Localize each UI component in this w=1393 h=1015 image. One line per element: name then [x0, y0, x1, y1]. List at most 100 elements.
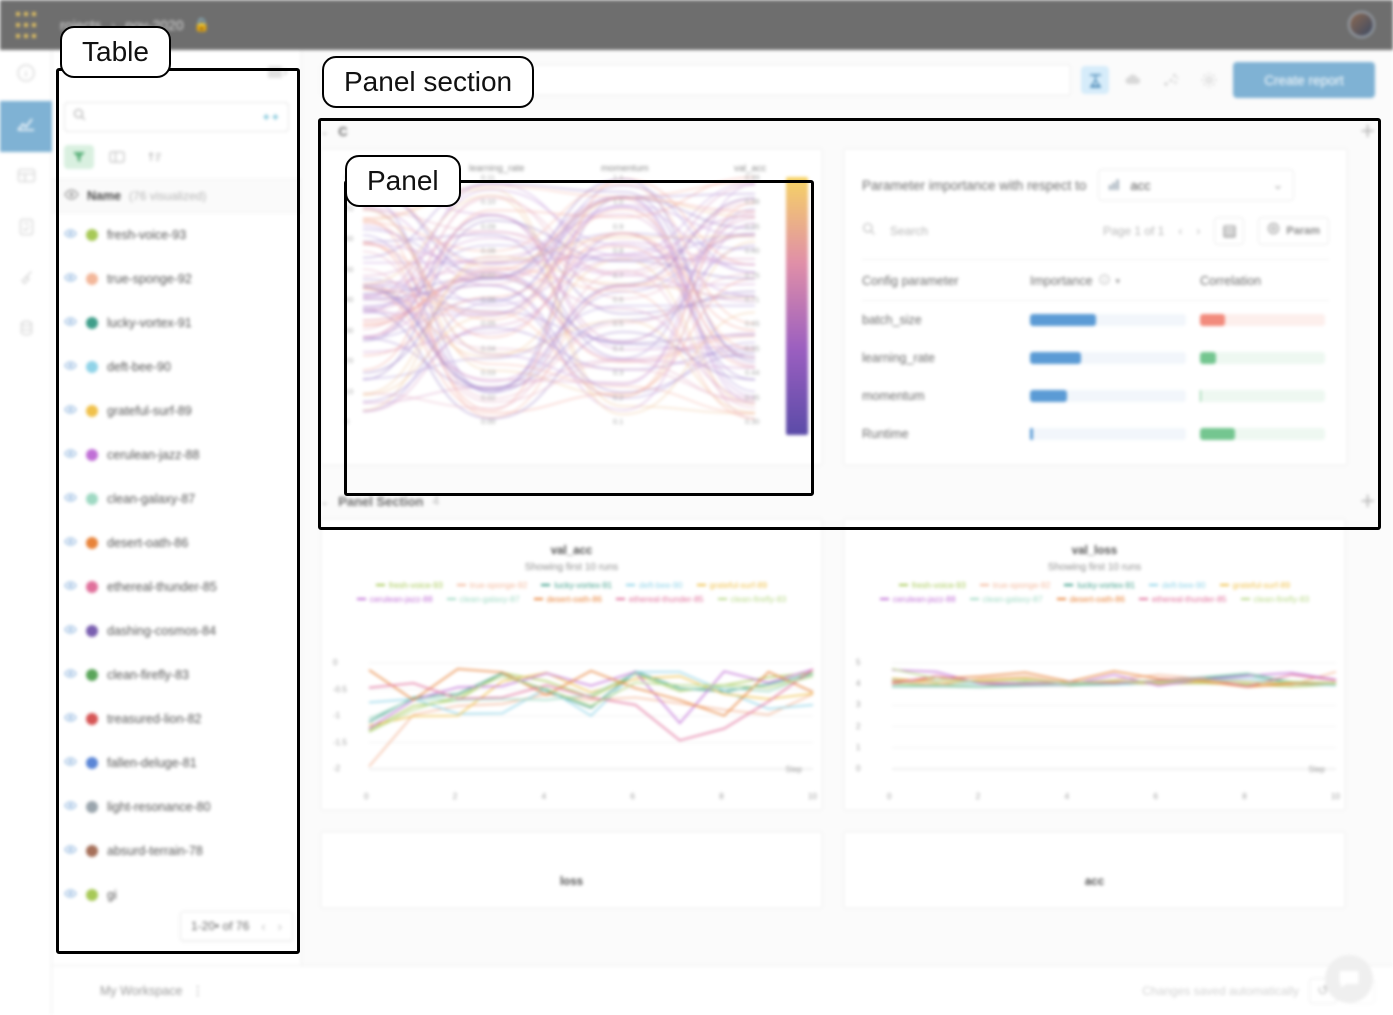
runs-next-page-button[interactable]: › [277, 918, 282, 934]
table-row[interactable]: gi [52, 873, 301, 917]
sidebar-item-table[interactable] [0, 152, 52, 203]
run-name[interactable]: cerulean-jazz-88 [107, 448, 200, 462]
eye-icon[interactable] [64, 756, 77, 770]
run-name[interactable]: clean-galaxy-87 [107, 492, 196, 506]
params-button[interactable]: Param [1258, 217, 1329, 245]
eye-icon[interactable] [64, 536, 77, 550]
wandb-logo-icon[interactable] [0, 0, 52, 50]
create-report-button[interactable]: Create report [1233, 62, 1375, 98]
workspace-selector[interactable]: My Workspace ⋮ [100, 983, 204, 999]
sort-button[interactable] [140, 145, 170, 169]
table-row[interactable]: true-sponge-92 [52, 257, 301, 301]
legend-item[interactable]: lucky-vortex-91 [541, 580, 612, 590]
param-prev-page-button[interactable]: ‹ [1178, 224, 1183, 238]
table-row[interactable]: batch_size [862, 301, 1329, 339]
chart-panel-acc[interactable]: acc [843, 831, 1346, 909]
table-row[interactable]: fallen-deluge-81 [52, 741, 301, 785]
chart-panel-val-acc[interactable]: val_acc Showing first 10 runs fresh-voic… [320, 518, 823, 811]
legend-item[interactable]: desert-oath-86 [534, 594, 602, 604]
table-row[interactable]: light-resonance-80 [52, 785, 301, 829]
sidebar-item-sweeps[interactable] [0, 254, 52, 305]
list-view-icon[interactable] [1214, 217, 1245, 245]
run-name[interactable]: absurd-terrain-78 [107, 844, 203, 858]
eye-icon[interactable] [64, 404, 77, 418]
legend-item[interactable]: clean-galaxy-87 [970, 594, 1043, 604]
sidebar-item-workspace[interactable] [0, 101, 52, 152]
eye-icon[interactable] [64, 580, 77, 594]
table-row[interactable]: lucky-vortex-91 [52, 301, 301, 345]
table-row[interactable]: fresh-voice-93 [52, 213, 301, 257]
eye-icon[interactable] [64, 492, 77, 506]
toggle-stats-button[interactable] [1081, 66, 1109, 94]
columns-button[interactable] [102, 145, 132, 169]
run-name[interactable]: clean-firefly-83 [107, 668, 189, 682]
filter-button[interactable] [64, 145, 94, 169]
legend-item[interactable]: lucky-vortex-91 [1064, 580, 1135, 590]
legend-item[interactable]: fresh-voice-93 [376, 580, 443, 590]
table-row[interactable]: grateful-surf-89 [52, 389, 301, 433]
run-name[interactable]: treasured-lion-82 [107, 712, 202, 726]
legend-item[interactable]: grateful-surf-89 [1220, 580, 1291, 590]
toggle-system-button[interactable] [1119, 66, 1147, 94]
legend-item[interactable]: true-sponge-92 [980, 580, 1051, 590]
run-name[interactable]: gi [107, 888, 117, 902]
param-importance-target-select[interactable]: acc ⌄ [1098, 169, 1295, 201]
param-next-page-button[interactable]: › [1196, 224, 1201, 238]
table-row[interactable]: clean-galaxy-87 [52, 477, 301, 521]
table-row[interactable]: absurd-terrain-78 [52, 829, 301, 873]
run-name[interactable]: true-sponge-92 [107, 272, 192, 286]
param-search-placeholder[interactable]: Search [890, 224, 929, 238]
run-name[interactable]: deft-bee-90 [107, 360, 171, 374]
table-row[interactable]: ethereal-thunder-85 [52, 565, 301, 609]
run-name[interactable]: fresh-voice-93 [107, 228, 187, 242]
chat-bubble-icon[interactable] [1325, 955, 1373, 1003]
chevron-down-icon[interactable]: ⌄ [320, 125, 330, 138]
avatar[interactable] [1348, 11, 1375, 38]
chart-panel-val-loss[interactable]: val_loss Showing first 10 runs fresh-voi… [843, 518, 1346, 811]
run-name[interactable]: desert-oath-86 [107, 536, 189, 550]
run-name[interactable]: grateful-surf-89 [107, 404, 192, 418]
table-row[interactable]: Runtime [862, 415, 1329, 453]
eye-icon[interactable] [64, 888, 77, 902]
info-icon[interactable] [1098, 274, 1110, 288]
legend-item[interactable]: ethereal-thunder-85 [1139, 594, 1227, 604]
sort-desc-icon[interactable]: ▾ [1115, 275, 1121, 286]
table-row[interactable]: cerulean-jazz-88 [52, 433, 301, 477]
eye-icon[interactable] [64, 624, 77, 638]
sidebar-item-reports[interactable] [0, 203, 52, 254]
kebab-menu-icon[interactable]: ⋮ [191, 984, 204, 998]
eye-icon[interactable] [64, 668, 77, 682]
legend-item[interactable]: desert-oath-86 [1057, 594, 1125, 604]
table-row[interactable]: treasured-lion-82 [52, 697, 301, 741]
parallel-coordinates-panel[interactable]: learning_rate momentum val_acc 807060504… [320, 148, 823, 466]
table-row[interactable]: dashing-cosmos-84 [52, 609, 301, 653]
eye-icon[interactable] [64, 844, 77, 858]
settings-button[interactable] [1195, 66, 1223, 94]
legend-item[interactable]: fresh-voice-93 [899, 580, 966, 590]
table-row[interactable]: learning_rate [862, 339, 1329, 377]
sidebar-item-artifacts[interactable] [0, 305, 52, 356]
eye-icon[interactable] [64, 187, 79, 205]
toggle-scatter-button[interactable] [1157, 66, 1185, 94]
legend-item[interactable]: clean-galaxy-87 [447, 594, 520, 604]
run-name[interactable]: light-resonance-80 [107, 800, 211, 814]
legend-item[interactable]: true-sponge-92 [457, 580, 528, 590]
legend-item[interactable]: deft-bee-90 [1149, 580, 1205, 590]
add-panel-button-2[interactable]: + [1360, 487, 1375, 515]
eye-icon[interactable] [64, 800, 77, 814]
legend-item[interactable]: ethereal-thunder-85 [616, 594, 704, 604]
legend-item[interactable]: grateful-surf-89 [697, 580, 768, 590]
legend-item[interactable]: deft-bee-90 [626, 580, 682, 590]
run-name[interactable]: dashing-cosmos-84 [107, 624, 217, 638]
legend-item[interactable]: clean-firefly-83 [1241, 594, 1310, 604]
parameter-importance-panel[interactable]: Parameter importance with respect to acc… [843, 148, 1348, 466]
legend-item[interactable]: cerulean-jazz-88 [880, 594, 956, 604]
run-name[interactable]: lucky-vortex-91 [107, 316, 192, 330]
add-panel-button-1[interactable]: + [1360, 117, 1375, 145]
magic-sparkle-icon[interactable]: ✦✦ [261, 111, 280, 124]
legend-item[interactable]: clean-firefly-83 [718, 594, 787, 604]
run-name[interactable]: fallen-deluge-81 [107, 756, 197, 770]
eye-icon[interactable] [64, 228, 77, 242]
runs-prev-page-button[interactable]: ‹ [261, 918, 266, 934]
run-name[interactable]: ethereal-thunder-85 [107, 580, 217, 594]
